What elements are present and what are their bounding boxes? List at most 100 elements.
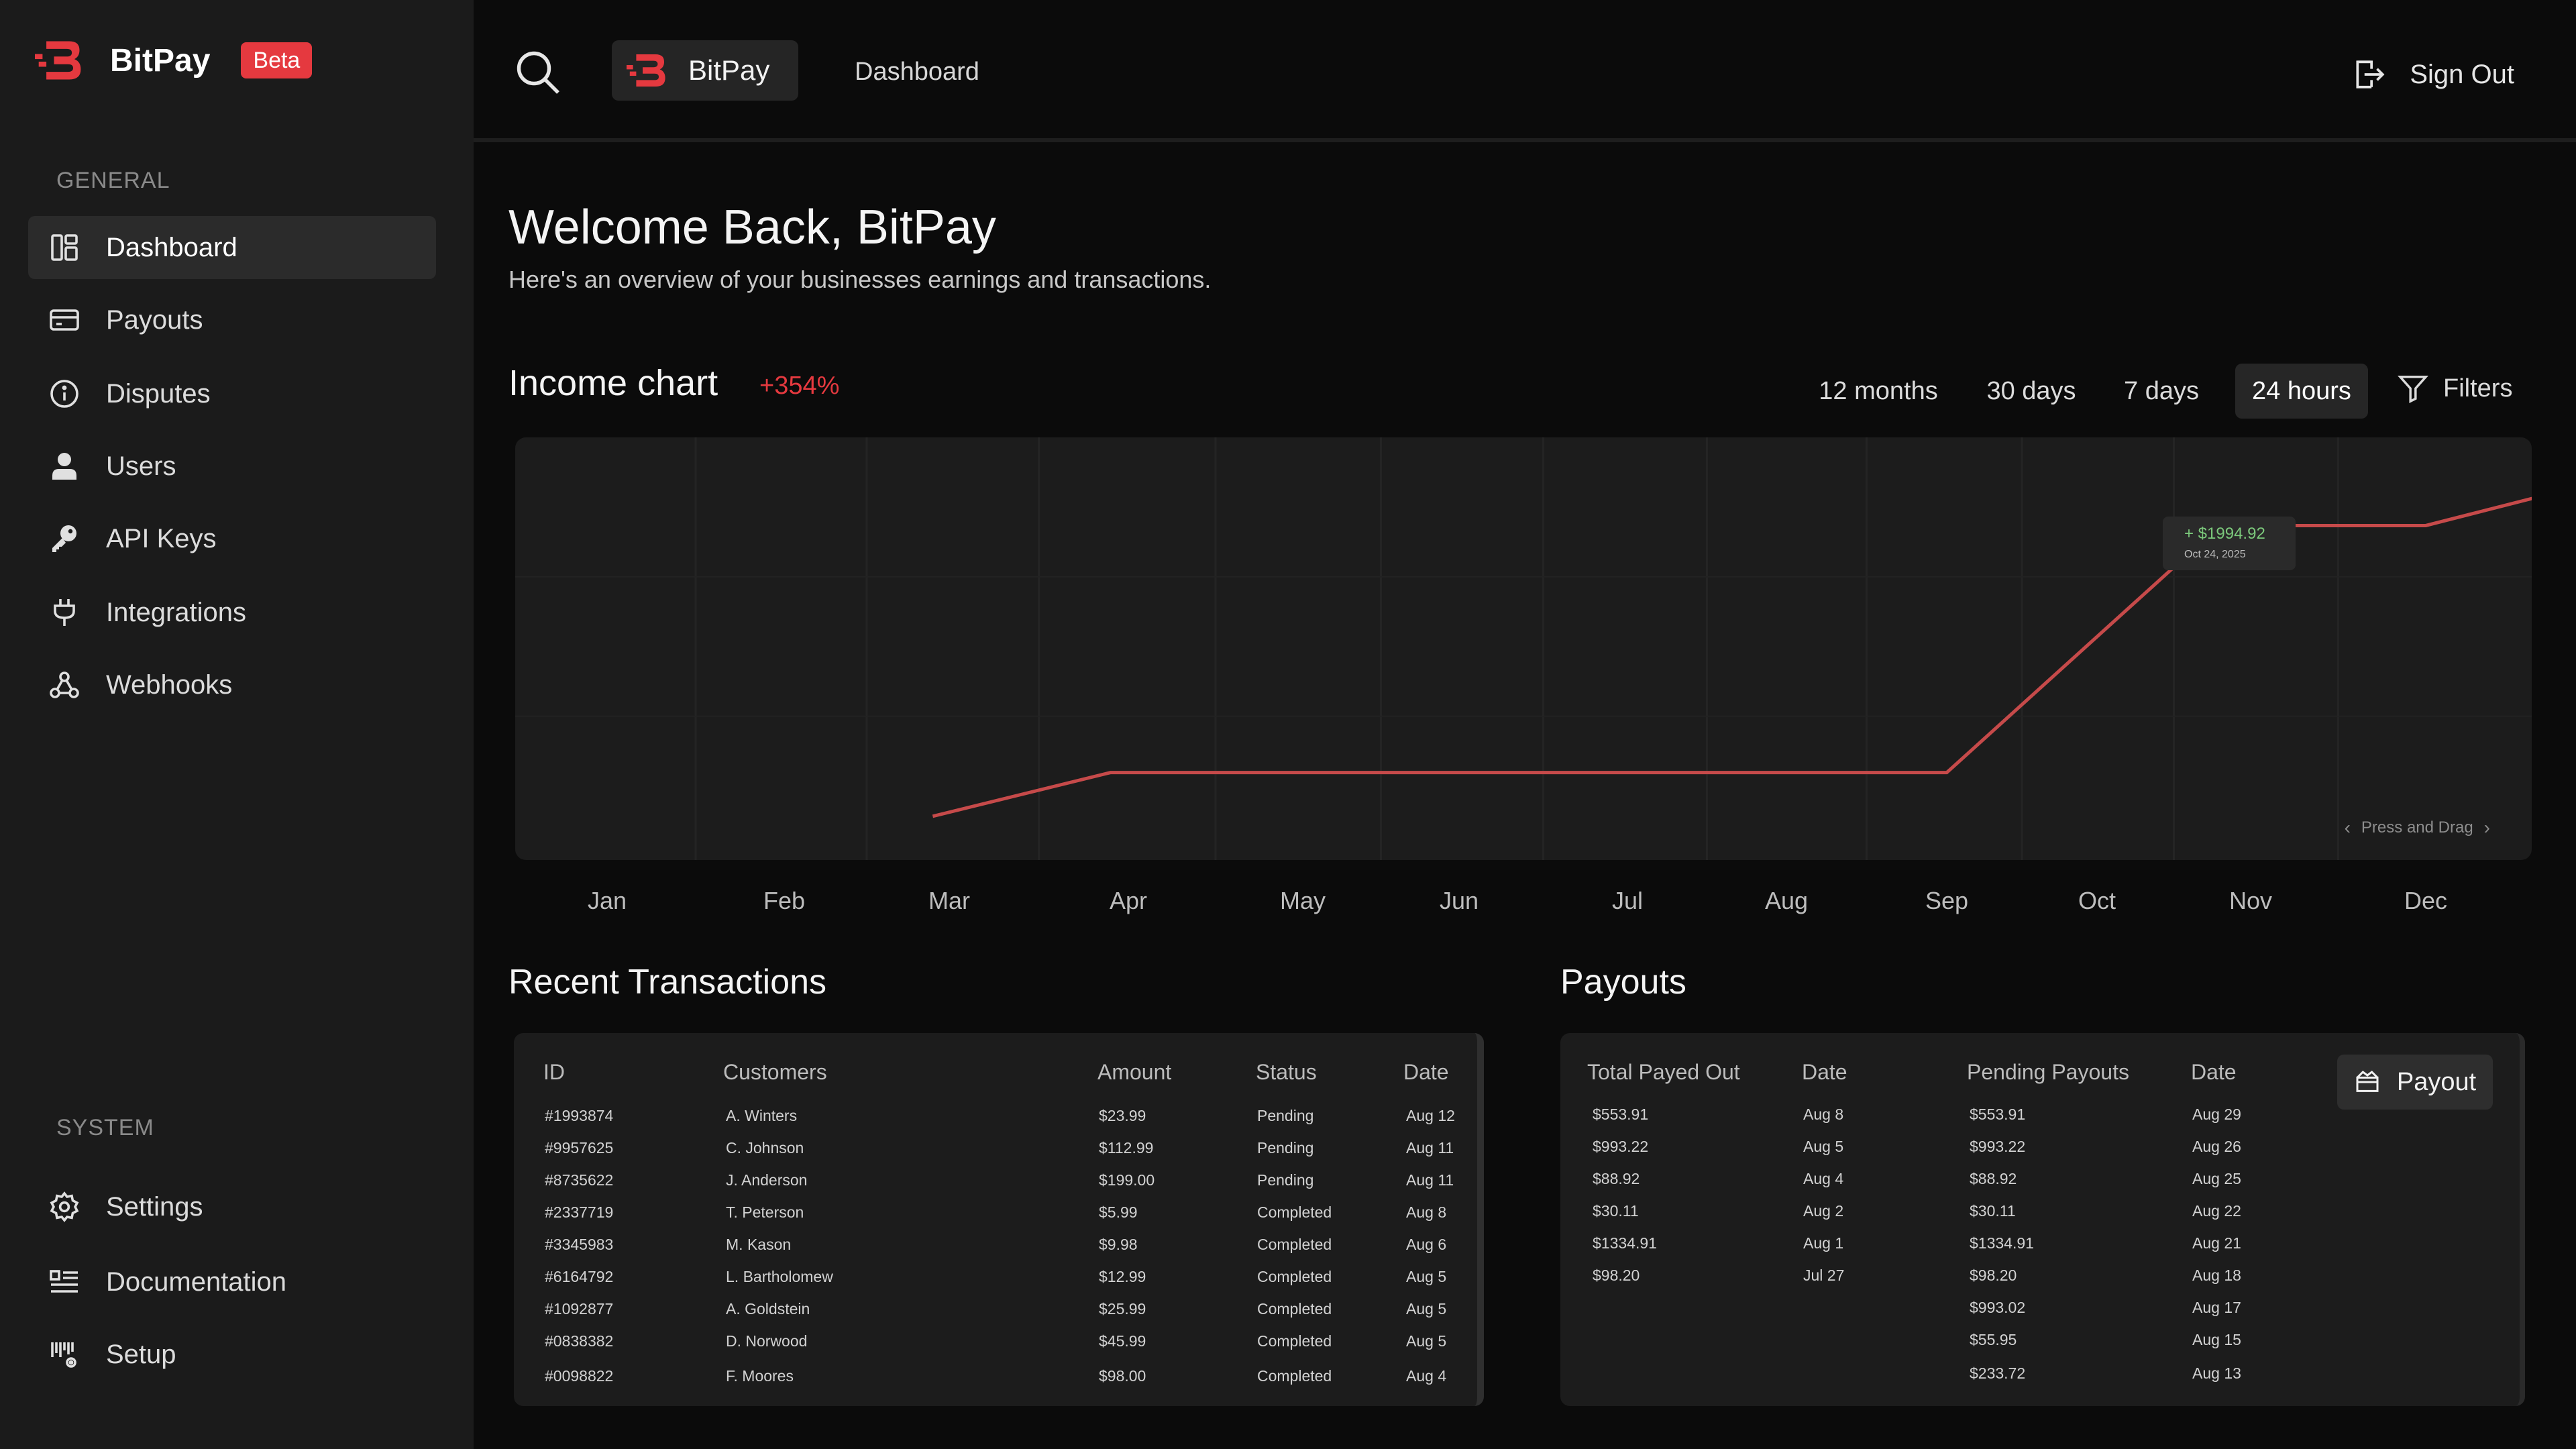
table-cell: $199.00 bbox=[1099, 1171, 1155, 1189]
table-cell: #6164792 bbox=[545, 1268, 614, 1285]
key-icon bbox=[46, 520, 83, 557]
table-cell: Aug 11 bbox=[1406, 1171, 1454, 1189]
tooltip-date: Oct 24, 2025 bbox=[2184, 549, 2246, 560]
payout-button[interactable]: Payout bbox=[2337, 1055, 2493, 1110]
sidebar-item-documentation[interactable]: Documentation bbox=[28, 1250, 436, 1313]
column-header-customers[interactable]: Customers bbox=[723, 1060, 827, 1084]
table-cell: M. Kason bbox=[726, 1236, 792, 1253]
table-cell: Aug 15 bbox=[2192, 1331, 2241, 1348]
table-cell: Aug 12 bbox=[1406, 1107, 1455, 1124]
column-header-total-payed-out[interactable]: Total Payed Out bbox=[1587, 1060, 1740, 1084]
column-header-id[interactable]: ID bbox=[543, 1060, 565, 1084]
chevron-left-icon: ‹ bbox=[2344, 817, 2351, 838]
plug-icon bbox=[46, 594, 83, 631]
table-cell: Pending bbox=[1257, 1139, 1314, 1157]
sidebar-item-dashboard[interactable]: Dashboard bbox=[28, 216, 436, 279]
column-header-pending-payouts[interactable]: Pending Payouts bbox=[1967, 1060, 2129, 1084]
table-cell: $55.95 bbox=[1970, 1331, 2017, 1348]
sign-out-button[interactable]: Sign Out bbox=[2352, 58, 2514, 91]
table-cell: #9957625 bbox=[545, 1139, 614, 1157]
x-tick-label: Aug bbox=[1764, 887, 1809, 914]
sidebar-item-label: Disputes bbox=[106, 378, 211, 409]
filters-button[interactable]: Filters bbox=[2398, 373, 2512, 404]
sidebar-item-label: Settings bbox=[106, 1191, 203, 1222]
table-cell: Aug 17 bbox=[2192, 1299, 2241, 1316]
dashboard-icon bbox=[46, 229, 83, 266]
income-line bbox=[932, 496, 2532, 818]
table-cell: Aug 13 bbox=[2192, 1364, 2241, 1382]
sidebar-item-webhooks[interactable]: Webhooks bbox=[28, 653, 436, 716]
sidebar-item-users[interactable]: Users bbox=[28, 435, 436, 498]
payouts-title: Payouts bbox=[1560, 963, 1686, 1002]
sidebar-item-label: Users bbox=[106, 451, 176, 481]
org-name: BitPay bbox=[688, 54, 770, 86]
table-cell: Completed bbox=[1257, 1367, 1332, 1385]
sidebar-item-payouts[interactable]: Payouts bbox=[28, 288, 436, 352]
column-header-paid-date[interactable]: Date bbox=[1802, 1060, 1847, 1084]
table-cell: #1092877 bbox=[545, 1300, 614, 1318]
table-cell: #3345983 bbox=[545, 1236, 614, 1253]
table-cell: Aug 5 bbox=[1406, 1268, 1447, 1285]
range-30-days[interactable]: 30 days bbox=[1986, 376, 2076, 405]
filter-icon bbox=[2398, 376, 2428, 403]
table-cell: Aug 1 bbox=[1803, 1234, 1844, 1252]
transactions-table: ID Customers Amount Status Date #1993874… bbox=[514, 1033, 1484, 1406]
info-icon bbox=[46, 375, 83, 413]
column-header-date[interactable]: Date bbox=[1403, 1060, 1449, 1084]
table-cell: Aug 4 bbox=[1803, 1170, 1844, 1187]
table-cell: A. Goldstein bbox=[726, 1300, 810, 1318]
sidebar-item-label: Documentation bbox=[106, 1267, 287, 1297]
x-tick-label: Mar bbox=[928, 887, 970, 914]
table-cell: $1334.91 bbox=[1970, 1234, 2034, 1252]
table-cell: Aug 21 bbox=[2192, 1234, 2241, 1252]
table-cell: Aug 8 bbox=[1803, 1106, 1844, 1123]
table-cell: Aug 11 bbox=[1406, 1139, 1454, 1157]
sidebar-item-integrations[interactable]: Integrations bbox=[28, 581, 436, 644]
table-cell: Aug 18 bbox=[2192, 1267, 2241, 1284]
column-header-pending-date[interactable]: Date bbox=[2191, 1060, 2237, 1084]
table-cell: $233.72 bbox=[1970, 1364, 2026, 1382]
page-subtitle: Here's an overview of your businesses ea… bbox=[508, 266, 1212, 293]
sign-out-label: Sign Out bbox=[2410, 59, 2514, 89]
sidebar-item-label: Webhooks bbox=[106, 669, 233, 700]
x-tick-label: May bbox=[1279, 887, 1326, 914]
range-12-months[interactable]: 12 months bbox=[1819, 376, 1938, 405]
table-cell: #0838382 bbox=[545, 1332, 614, 1350]
table-cell: $112.99 bbox=[1099, 1139, 1154, 1157]
sidebar-item-api-keys[interactable]: API Keys bbox=[28, 507, 436, 570]
payouts-table: Total Payed Out Date Pending Payouts Dat… bbox=[1560, 1033, 2525, 1406]
org-switcher[interactable]: BitPay bbox=[612, 40, 798, 101]
table-cell: Aug 6 bbox=[1406, 1236, 1447, 1253]
x-tick-label: Dec bbox=[2404, 887, 2448, 914]
sidebar-item-setup[interactable]: Setup bbox=[28, 1323, 436, 1386]
table-cell: $88.92 bbox=[1970, 1170, 2017, 1187]
range-7-days[interactable]: 7 days bbox=[2124, 376, 2199, 405]
column-header-status[interactable]: Status bbox=[1256, 1060, 1317, 1084]
sidebar-item-disputes[interactable]: Disputes bbox=[28, 362, 436, 425]
tooltip-value: + $1994.92 bbox=[2184, 525, 2265, 543]
range-24-hours[interactable]: 24 hours bbox=[2235, 364, 2368, 419]
press-and-drag-label: Press and Drag bbox=[2361, 818, 2473, 837]
press-and-drag-hint[interactable]: ‹ Press and Drag › bbox=[2334, 817, 2501, 839]
payout-button-label: Payout bbox=[2396, 1067, 2477, 1096]
x-tick-label: Jul bbox=[1611, 887, 1644, 914]
income-chart[interactable]: + $1994.92 Oct 24, 2025 ‹ Press and Drag… bbox=[515, 437, 2532, 860]
gear-icon bbox=[46, 1188, 83, 1226]
sidebar-item-settings[interactable]: Settings bbox=[28, 1175, 436, 1238]
x-tick-label: Apr bbox=[1109, 887, 1148, 914]
search-icon[interactable] bbox=[514, 48, 562, 97]
breadcrumb[interactable]: Dashboard bbox=[855, 58, 979, 86]
general-section-label: GENERAL bbox=[56, 168, 170, 193]
bitpay-logo-icon bbox=[35, 35, 86, 86]
x-tick-label: Jun bbox=[1439, 887, 1479, 914]
sidebar-item-label: Payouts bbox=[106, 305, 203, 335]
sidebar-item-label: Dashboard bbox=[106, 232, 237, 262]
column-header-amount[interactable]: Amount bbox=[1097, 1060, 1172, 1084]
table-cell: $9.98 bbox=[1099, 1236, 1138, 1253]
beta-badge: Beta bbox=[241, 42, 313, 79]
table-cell: Aug 5 bbox=[1803, 1138, 1844, 1155]
brand[interactable]: BitPay Beta bbox=[35, 35, 313, 86]
table-cell: J. Anderson bbox=[726, 1171, 808, 1189]
documentation-icon bbox=[46, 1263, 83, 1301]
table-cell: $25.99 bbox=[1099, 1300, 1146, 1318]
